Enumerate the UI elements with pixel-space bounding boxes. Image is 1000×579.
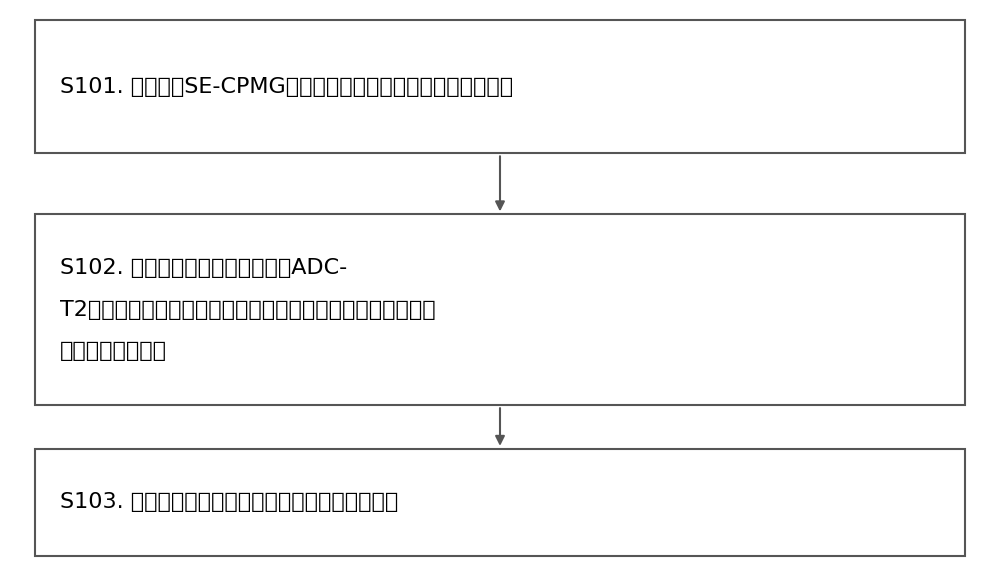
Text: S101. 获取基于SE-CPMG核磁共振序列采集得到的多组回波信号: S101. 获取基于SE-CPMG核磁共振序列采集得到的多组回波信号 <box>60 77 513 97</box>
Text: 时间常数的拟合値: 时间常数的拟合値 <box>60 342 167 361</box>
Bar <box>35 214 965 405</box>
Bar <box>35 20 965 153</box>
Text: S102. 根据所述多组回波信号，对ADC-: S102. 根据所述多组回波信号，对ADC- <box>60 258 347 278</box>
Bar <box>35 449 965 556</box>
Text: T2二维图谱进行拟合，得到表观扩散系数和横向磁化矢量衰减: T2二维图谱进行拟合，得到表观扩散系数和横向磁化矢量衰减 <box>60 300 436 320</box>
Text: S103. 计算得到横向磁化矢量衰减时间常数的校正値: S103. 计算得到横向磁化矢量衰减时间常数的校正値 <box>60 492 398 512</box>
